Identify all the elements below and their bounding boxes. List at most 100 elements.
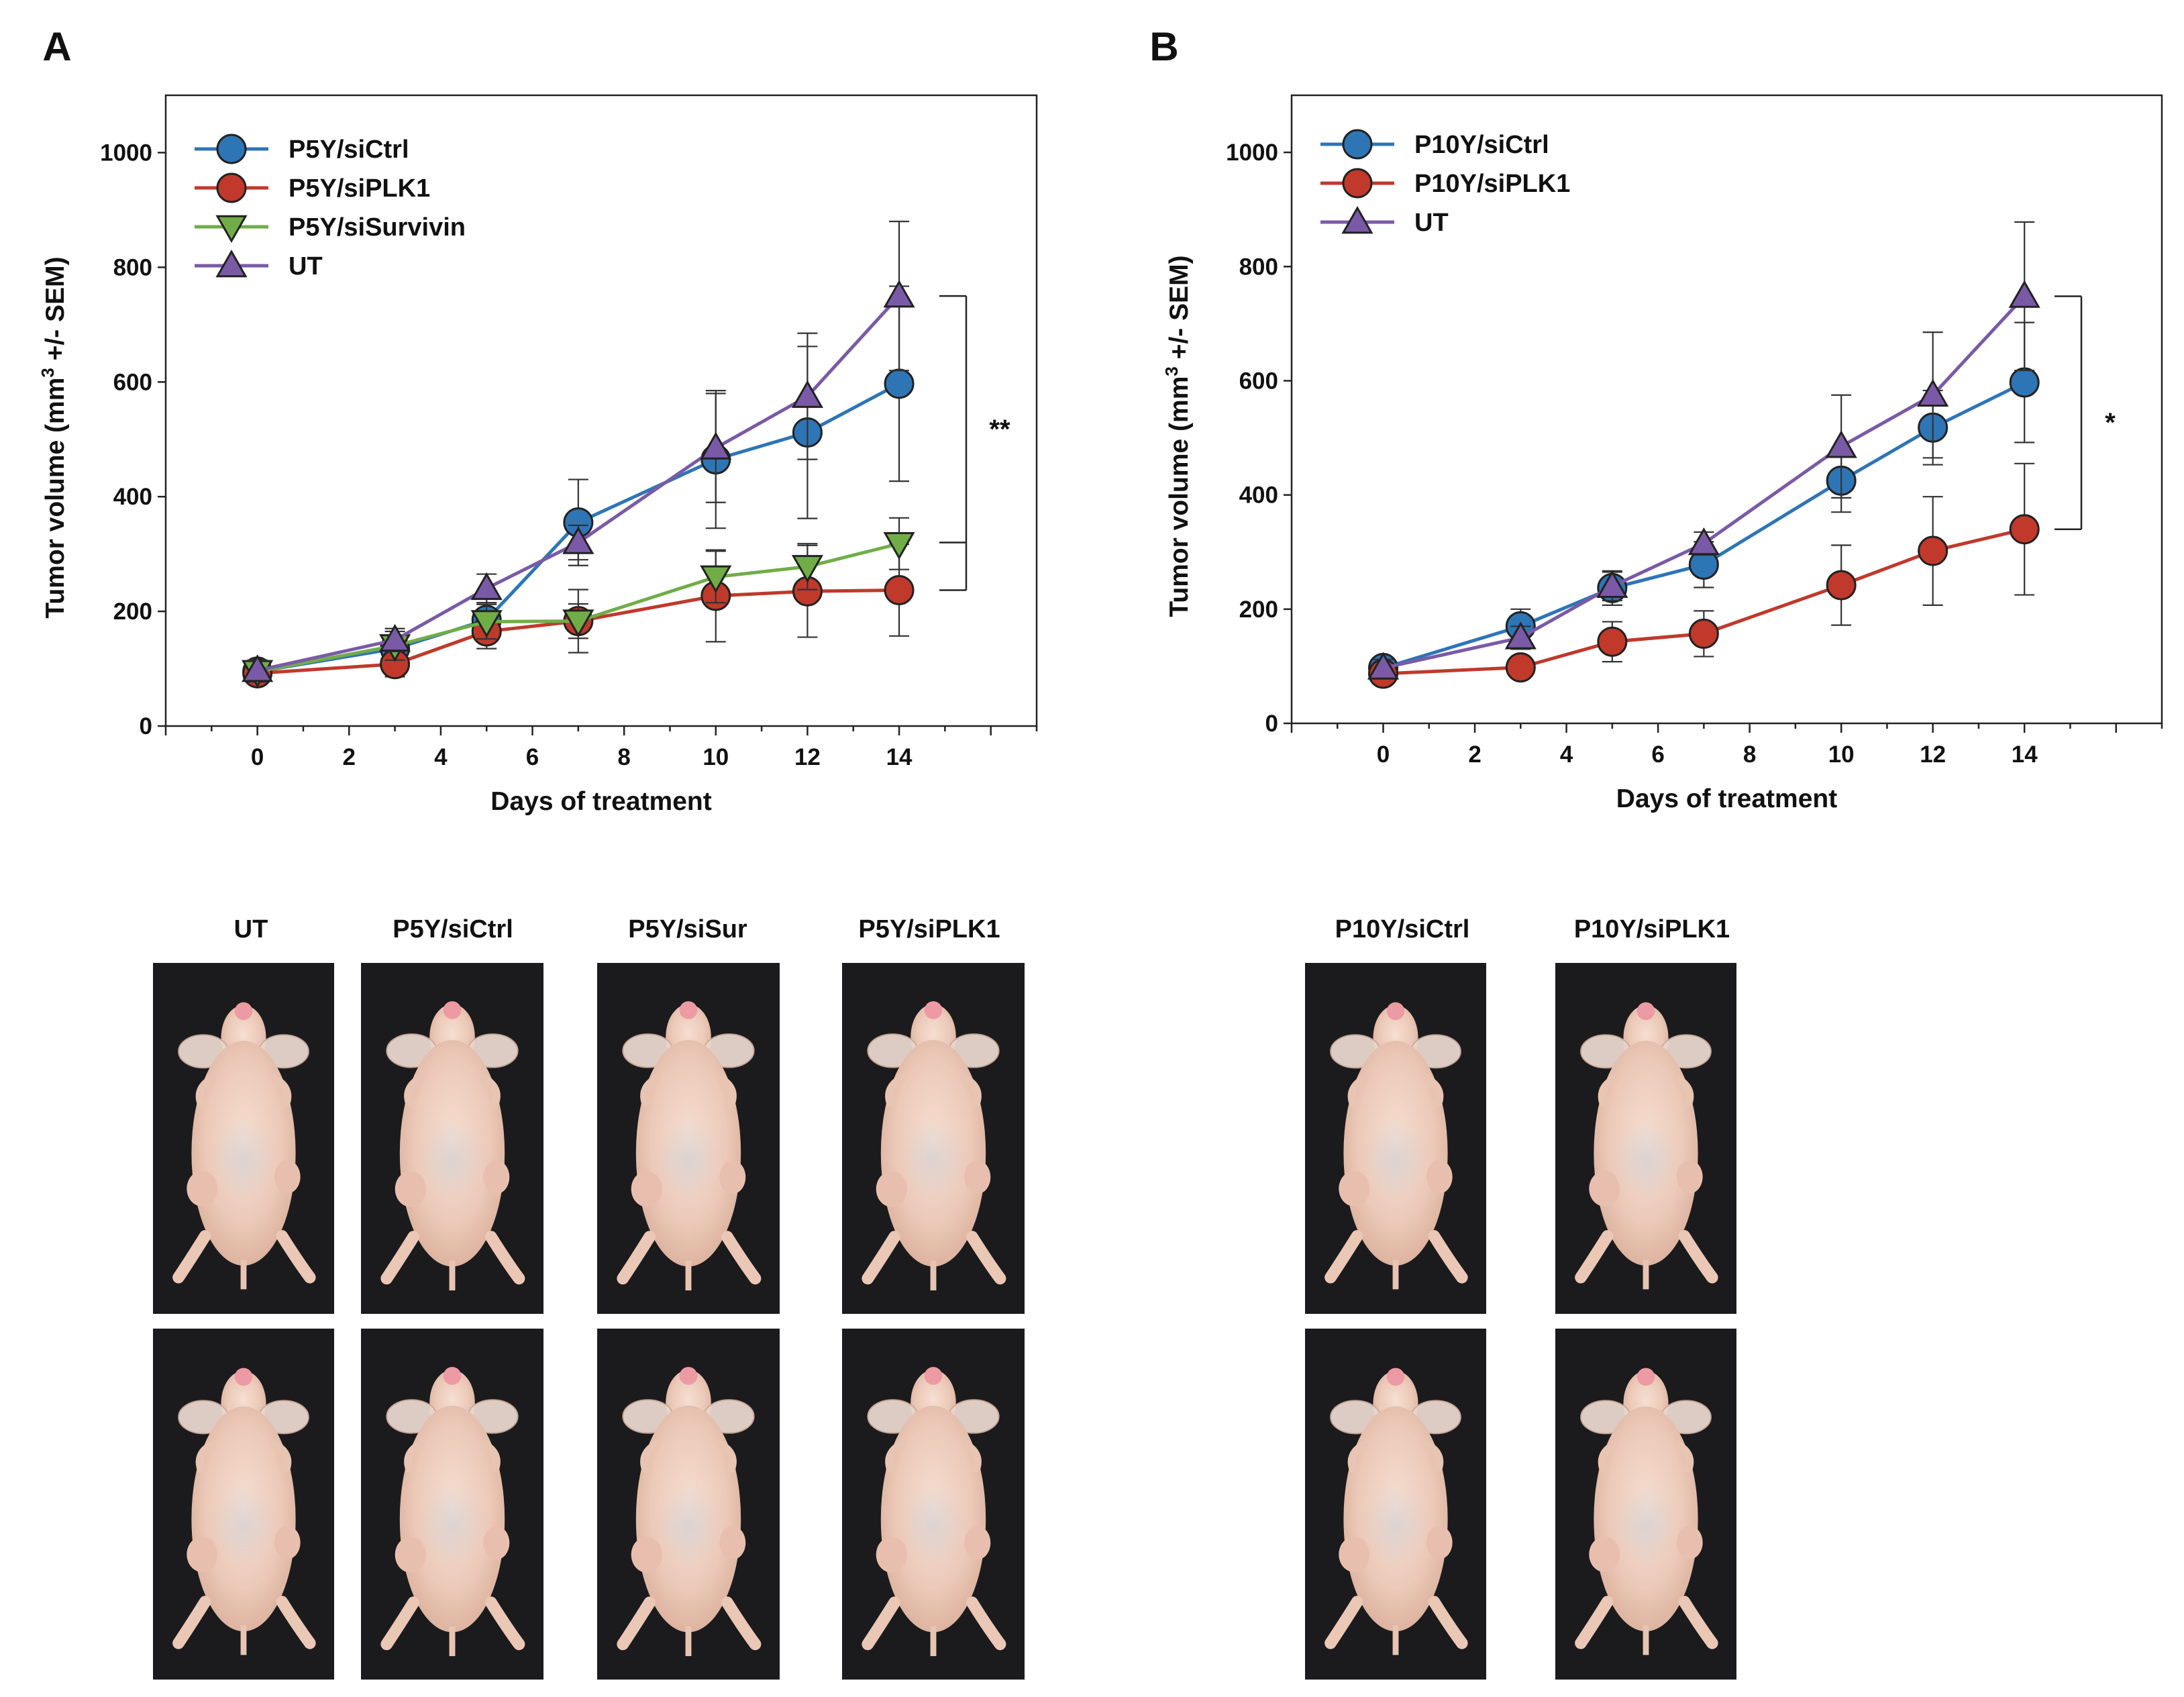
x-tick-label: 2 bbox=[343, 744, 356, 770]
mouse-photo bbox=[361, 963, 543, 1314]
significance-bracket: * bbox=[2055, 295, 2116, 530]
mouse-image bbox=[386, 1001, 519, 1290]
data-point bbox=[1826, 570, 1857, 601]
data-point bbox=[2009, 367, 2040, 398]
series-3 bbox=[242, 220, 915, 682]
y-axis-title-sup: 3 bbox=[38, 368, 58, 377]
mouse-image bbox=[1331, 1368, 1462, 1655]
mouse-image bbox=[623, 1001, 755, 1290]
data-point bbox=[1596, 570, 1628, 599]
x-tick-label: 12 bbox=[794, 744, 821, 770]
data-point bbox=[242, 654, 274, 682]
data-point bbox=[470, 572, 503, 601]
data-point bbox=[883, 280, 915, 308]
y-axis-title-sup: 3 bbox=[1161, 366, 1182, 376]
series-2 bbox=[1367, 221, 2040, 680]
mouse-image bbox=[178, 1368, 310, 1655]
mouse-photo-grid bbox=[153, 963, 1736, 1680]
legend-label: P10Y/siCtrl bbox=[1414, 131, 1549, 159]
y-tick-label: 200 bbox=[1239, 597, 1278, 623]
y-axis-title-prefix: Tumor volume (mm bbox=[1165, 376, 1194, 617]
significance-label: ** bbox=[989, 415, 1010, 444]
photo-label-p10y-sictrl: P10Y/siCtrl bbox=[1335, 915, 1470, 943]
data-point bbox=[562, 609, 594, 637]
legend-marker bbox=[1342, 129, 1373, 160]
x-tick-label: 8 bbox=[617, 744, 630, 770]
y-axis-title-suffix: +/- SEM) bbox=[1165, 255, 1194, 366]
x-tick-label: 6 bbox=[1651, 741, 1664, 768]
plot-frame bbox=[1290, 94, 2163, 725]
mouse-photo bbox=[1305, 1329, 1486, 1680]
legend-label: P5Y/siCtrl bbox=[289, 136, 409, 164]
data-point bbox=[1917, 378, 1949, 407]
mouse-image bbox=[1331, 1002, 1462, 1290]
mouse-photo bbox=[1305, 963, 1486, 1314]
y-tick-label: 600 bbox=[113, 369, 152, 395]
legend-label: P5Y/siPLK1 bbox=[289, 174, 430, 203]
legend-marker bbox=[216, 172, 247, 203]
data-point bbox=[2008, 280, 2040, 308]
chart-b: B 0 200 400 600 800 1000 0 2 4 6 8 10 12 14 Days of tre… bbox=[1149, 24, 2163, 813]
mouse-image bbox=[1581, 1368, 1712, 1655]
legend-marker bbox=[1341, 205, 1373, 234]
data-point bbox=[883, 532, 915, 560]
legend-label: P10Y/siPLK1 bbox=[1414, 170, 1570, 198]
data-point bbox=[1918, 535, 1948, 566]
x-tick-label: 2 bbox=[1468, 741, 1481, 768]
mouse-photo bbox=[361, 1329, 543, 1680]
y-tick-label: 1000 bbox=[1226, 140, 1278, 166]
mouse-photo bbox=[1555, 1329, 1736, 1680]
x-tick-label: 10 bbox=[703, 744, 729, 770]
data-point bbox=[791, 555, 824, 583]
data-point bbox=[1367, 652, 1400, 680]
panel-letter: A bbox=[42, 24, 71, 69]
x-tick-label: 6 bbox=[526, 744, 539, 770]
mouse-photo bbox=[153, 963, 334, 1314]
data-point bbox=[1505, 652, 1536, 683]
photo-label-ut: UT bbox=[234, 915, 268, 943]
mouse-photo bbox=[597, 1329, 780, 1680]
legend-marker bbox=[1342, 168, 1373, 199]
mouse-photo bbox=[153, 1329, 334, 1680]
data-point bbox=[700, 565, 732, 593]
photo-label-p5y-sisur: P5Y/siSur bbox=[628, 915, 747, 943]
mouse-photo bbox=[842, 1329, 1025, 1680]
mouse-image bbox=[1581, 1002, 1712, 1290]
data-point bbox=[562, 526, 594, 554]
legend: P10Y/siCtrl P10Y/siPLK1 UT bbox=[1320, 129, 1570, 237]
legend-marker bbox=[215, 249, 248, 278]
data-point bbox=[470, 610, 503, 638]
data-point bbox=[700, 431, 732, 460]
y-axis-title-prefix: Tumor volume (mm bbox=[41, 378, 70, 619]
y-tick-label: 400 bbox=[113, 484, 152, 510]
y-axis-title: Tumor volume (mm3 +/- SEM) bbox=[38, 256, 70, 618]
photo-label-p5y-siplk1: P5Y/siPLK1 bbox=[858, 915, 1000, 943]
mouse-photo bbox=[1555, 963, 1736, 1314]
y-tick-label: 0 bbox=[1265, 711, 1278, 737]
legend-marker bbox=[216, 134, 247, 164]
photo-label-p5y-sictrl: P5Y/siCtrl bbox=[393, 915, 513, 943]
legend-label: UT bbox=[289, 252, 323, 280]
mouse-photo bbox=[842, 963, 1025, 1314]
significance-label: * bbox=[2105, 408, 2116, 438]
data-point bbox=[2009, 514, 2040, 545]
y-tick-label: 800 bbox=[113, 254, 152, 280]
legend-marker bbox=[215, 215, 248, 244]
data-point bbox=[884, 574, 915, 605]
chart-a: A 0 200 400 600 800 1000 0 2 4 6 8 10 12 14 Days of tre… bbox=[38, 24, 1038, 816]
x-tick-label: 4 bbox=[434, 744, 448, 770]
x-tick-label: 14 bbox=[2012, 741, 2038, 768]
x-tick-label: 4 bbox=[1560, 741, 1573, 768]
data-point bbox=[1504, 621, 1537, 650]
significance-bracket: ** bbox=[939, 295, 1010, 591]
y-axis-title: Tumor volume (mm3 +/- SEM) bbox=[1161, 255, 1194, 617]
data-point bbox=[1687, 527, 1720, 556]
data-point bbox=[791, 380, 824, 408]
data-point bbox=[884, 368, 915, 399]
mouse-image bbox=[386, 1367, 519, 1656]
data-point bbox=[1825, 430, 1857, 458]
mouse-image bbox=[868, 1367, 1000, 1656]
mouse-image bbox=[868, 1001, 1000, 1290]
y-axis-title-suffix: +/- SEM) bbox=[41, 256, 70, 368]
